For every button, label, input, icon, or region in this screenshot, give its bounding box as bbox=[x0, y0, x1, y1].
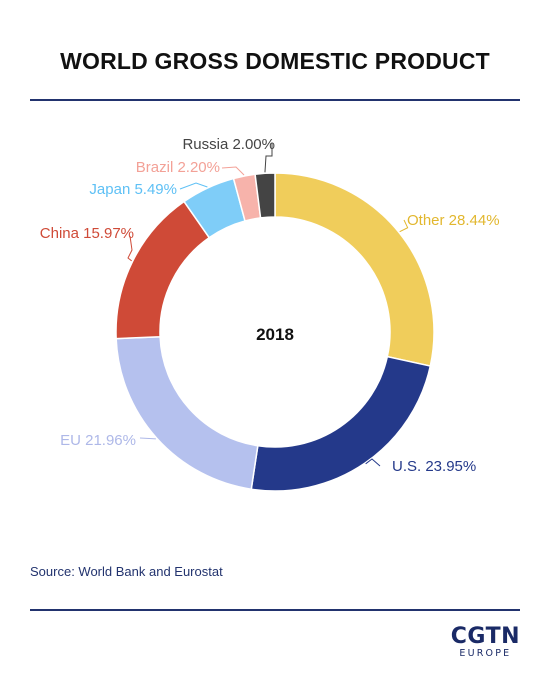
leader-line bbox=[264, 143, 273, 173]
donut-slice bbox=[254, 172, 276, 219]
slice-label: U.S. 23.95% bbox=[392, 458, 476, 475]
leader-line bbox=[127, 235, 133, 262]
leader-line bbox=[179, 182, 208, 190]
leader-line bbox=[365, 458, 381, 467]
chart-title: WORLD GROSS DOMESTIC PRODUCT bbox=[60, 48, 490, 74]
leader-line bbox=[139, 437, 156, 440]
leader-line bbox=[221, 166, 245, 176]
slice-label: Brazil 2.20% bbox=[136, 159, 220, 176]
slice-label: Russia 2.00% bbox=[182, 136, 275, 153]
cgtn-europe-logo: CGTN EUROPE bbox=[451, 626, 520, 660]
donut-slice bbox=[115, 335, 259, 491]
slice-label: Other 28.44% bbox=[407, 212, 500, 229]
donut-chart: Other 28.44% U.S. 23.95% EU 21.96% China 15… bbox=[40, 136, 500, 492]
source-note: Source: World Bank and Eurostat bbox=[30, 564, 223, 579]
logo-main-text: CGTN bbox=[450, 624, 520, 649]
slice-label: China 15.97% bbox=[40, 225, 134, 242]
donut-slices bbox=[115, 172, 435, 492]
label-leader-lines bbox=[127, 143, 409, 467]
slice-labels: Other 28.44% U.S. 23.95% EU 21.96% China 15… bbox=[40, 136, 500, 475]
donut-slice bbox=[115, 200, 211, 340]
logo-sub-text: EUROPE bbox=[459, 648, 512, 659]
center-year-label: 2018 bbox=[256, 325, 294, 344]
leader-line bbox=[399, 219, 409, 233]
slice-label: Japan 5.49% bbox=[89, 181, 177, 198]
slice-label: EU 21.96% bbox=[60, 432, 136, 449]
bottom-divider bbox=[30, 609, 520, 611]
top-divider bbox=[30, 99, 520, 101]
donut-slice bbox=[274, 172, 435, 367]
